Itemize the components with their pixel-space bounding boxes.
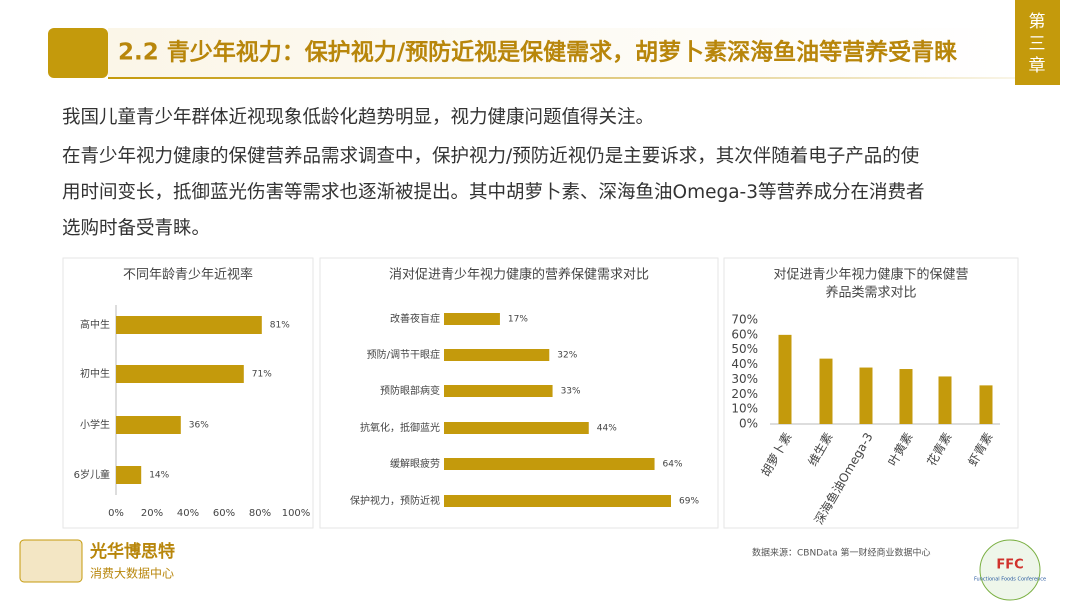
header-block [48,28,108,78]
bar [444,495,671,507]
value-label: 33% [561,387,581,397]
value-label: 81% [270,321,290,331]
intro-line: 我国儿童青少年群体近视现象低龄化趋势明显，视力健康问题值得关注。 [62,107,654,128]
category-label: 预防/调节干眼症 [367,348,440,361]
intro-line: 用时间变长，抵御蓝光伤害等需求也逐渐被提出。其中胡萝卜素、深海鱼油Omega-3… [62,182,925,203]
bar [444,422,589,434]
chart-title: 不同年龄青少年近视率 [123,267,253,283]
logo-left-sub: 消费大数据中心 [90,566,174,581]
bar [116,316,262,334]
value-label: 44% [597,424,617,434]
bar [819,358,833,424]
category-label: 初中生 [80,367,110,380]
x-tick-label: 100% [282,508,311,519]
value-label: 69% [679,497,699,507]
y-tick-label: 10% [731,402,758,416]
logo-right-sub: Functional Foods Conference [974,577,1046,583]
x-tick-label: 80% [249,508,271,519]
category-label: 预防眼部病变 [380,384,440,397]
bar [444,458,655,470]
bar [116,416,181,434]
intro-line: 在青少年视力健康的保健营养品需求调查中，保护视力/预防近视仍是主要诉求，其次伴随… [62,146,919,167]
bar [859,367,873,424]
bar [899,369,913,424]
logo-left-emblem [19,539,83,583]
y-tick-label: 50% [731,342,758,356]
bar [938,376,952,424]
category-label: 抗氧化，抵御蓝光 [360,421,440,434]
x-tick-label: 0% [108,508,124,519]
y-tick-label: 60% [731,327,758,341]
chart-title: 消对促进青少年视力健康的营养保健需求对比 [389,267,649,283]
panel [62,257,314,529]
value-label: 71% [252,370,272,380]
value-label: 36% [189,421,209,431]
logo-right-emblem [979,539,1041,601]
source: 数据来源：CBNData 第一财经商业数据中心 [752,547,931,559]
bar [444,349,550,361]
y-tick-label: 70% [731,313,758,327]
bar [116,365,244,383]
category-label: 改善夜盲症 [390,312,440,325]
value-label: 64% [663,460,683,470]
category-label: 高中生 [80,318,110,331]
category-label: 6岁儿童 [74,468,110,481]
category-label: 保护视力，预防近视 [350,494,440,507]
header-title: 2.2 青少年视力：保护视力/预防近视是保健需求，胡萝卜素深海鱼油等营养受青睐 [118,39,957,66]
value-label: 14% [149,471,169,481]
bar [444,385,553,397]
chart-title: 养品类需求对比 [825,285,916,301]
y-tick-label: 20% [731,387,758,401]
bar [778,334,792,424]
chapter-tab [1015,0,1060,85]
category-label: 缓解眼疲劳 [390,457,440,470]
logo-left-name: 光华博思特 [89,541,175,562]
value-label: 17% [508,315,528,325]
x-tick-label: 20% [141,508,163,519]
category-label: 小学生 [80,418,110,431]
header-band [108,28,1015,78]
chapter-label: 第三章 [1029,12,1046,76]
chart-title: 对促进青少年视力健康下的保健营 [773,267,968,283]
bar [444,313,500,325]
x-tick-label: 60% [213,508,235,519]
intro-line: 选购时备受青睐。 [62,218,210,239]
y-tick-label: 0% [739,417,758,431]
y-tick-label: 40% [731,357,758,371]
header-line [108,77,1015,79]
bar [116,466,142,484]
y-tick-label: 30% [731,372,758,386]
value-label: 32% [557,351,577,361]
bar [979,385,993,424]
x-tick-label: 40% [177,508,199,519]
logo-right-name: FFC [996,558,1023,573]
